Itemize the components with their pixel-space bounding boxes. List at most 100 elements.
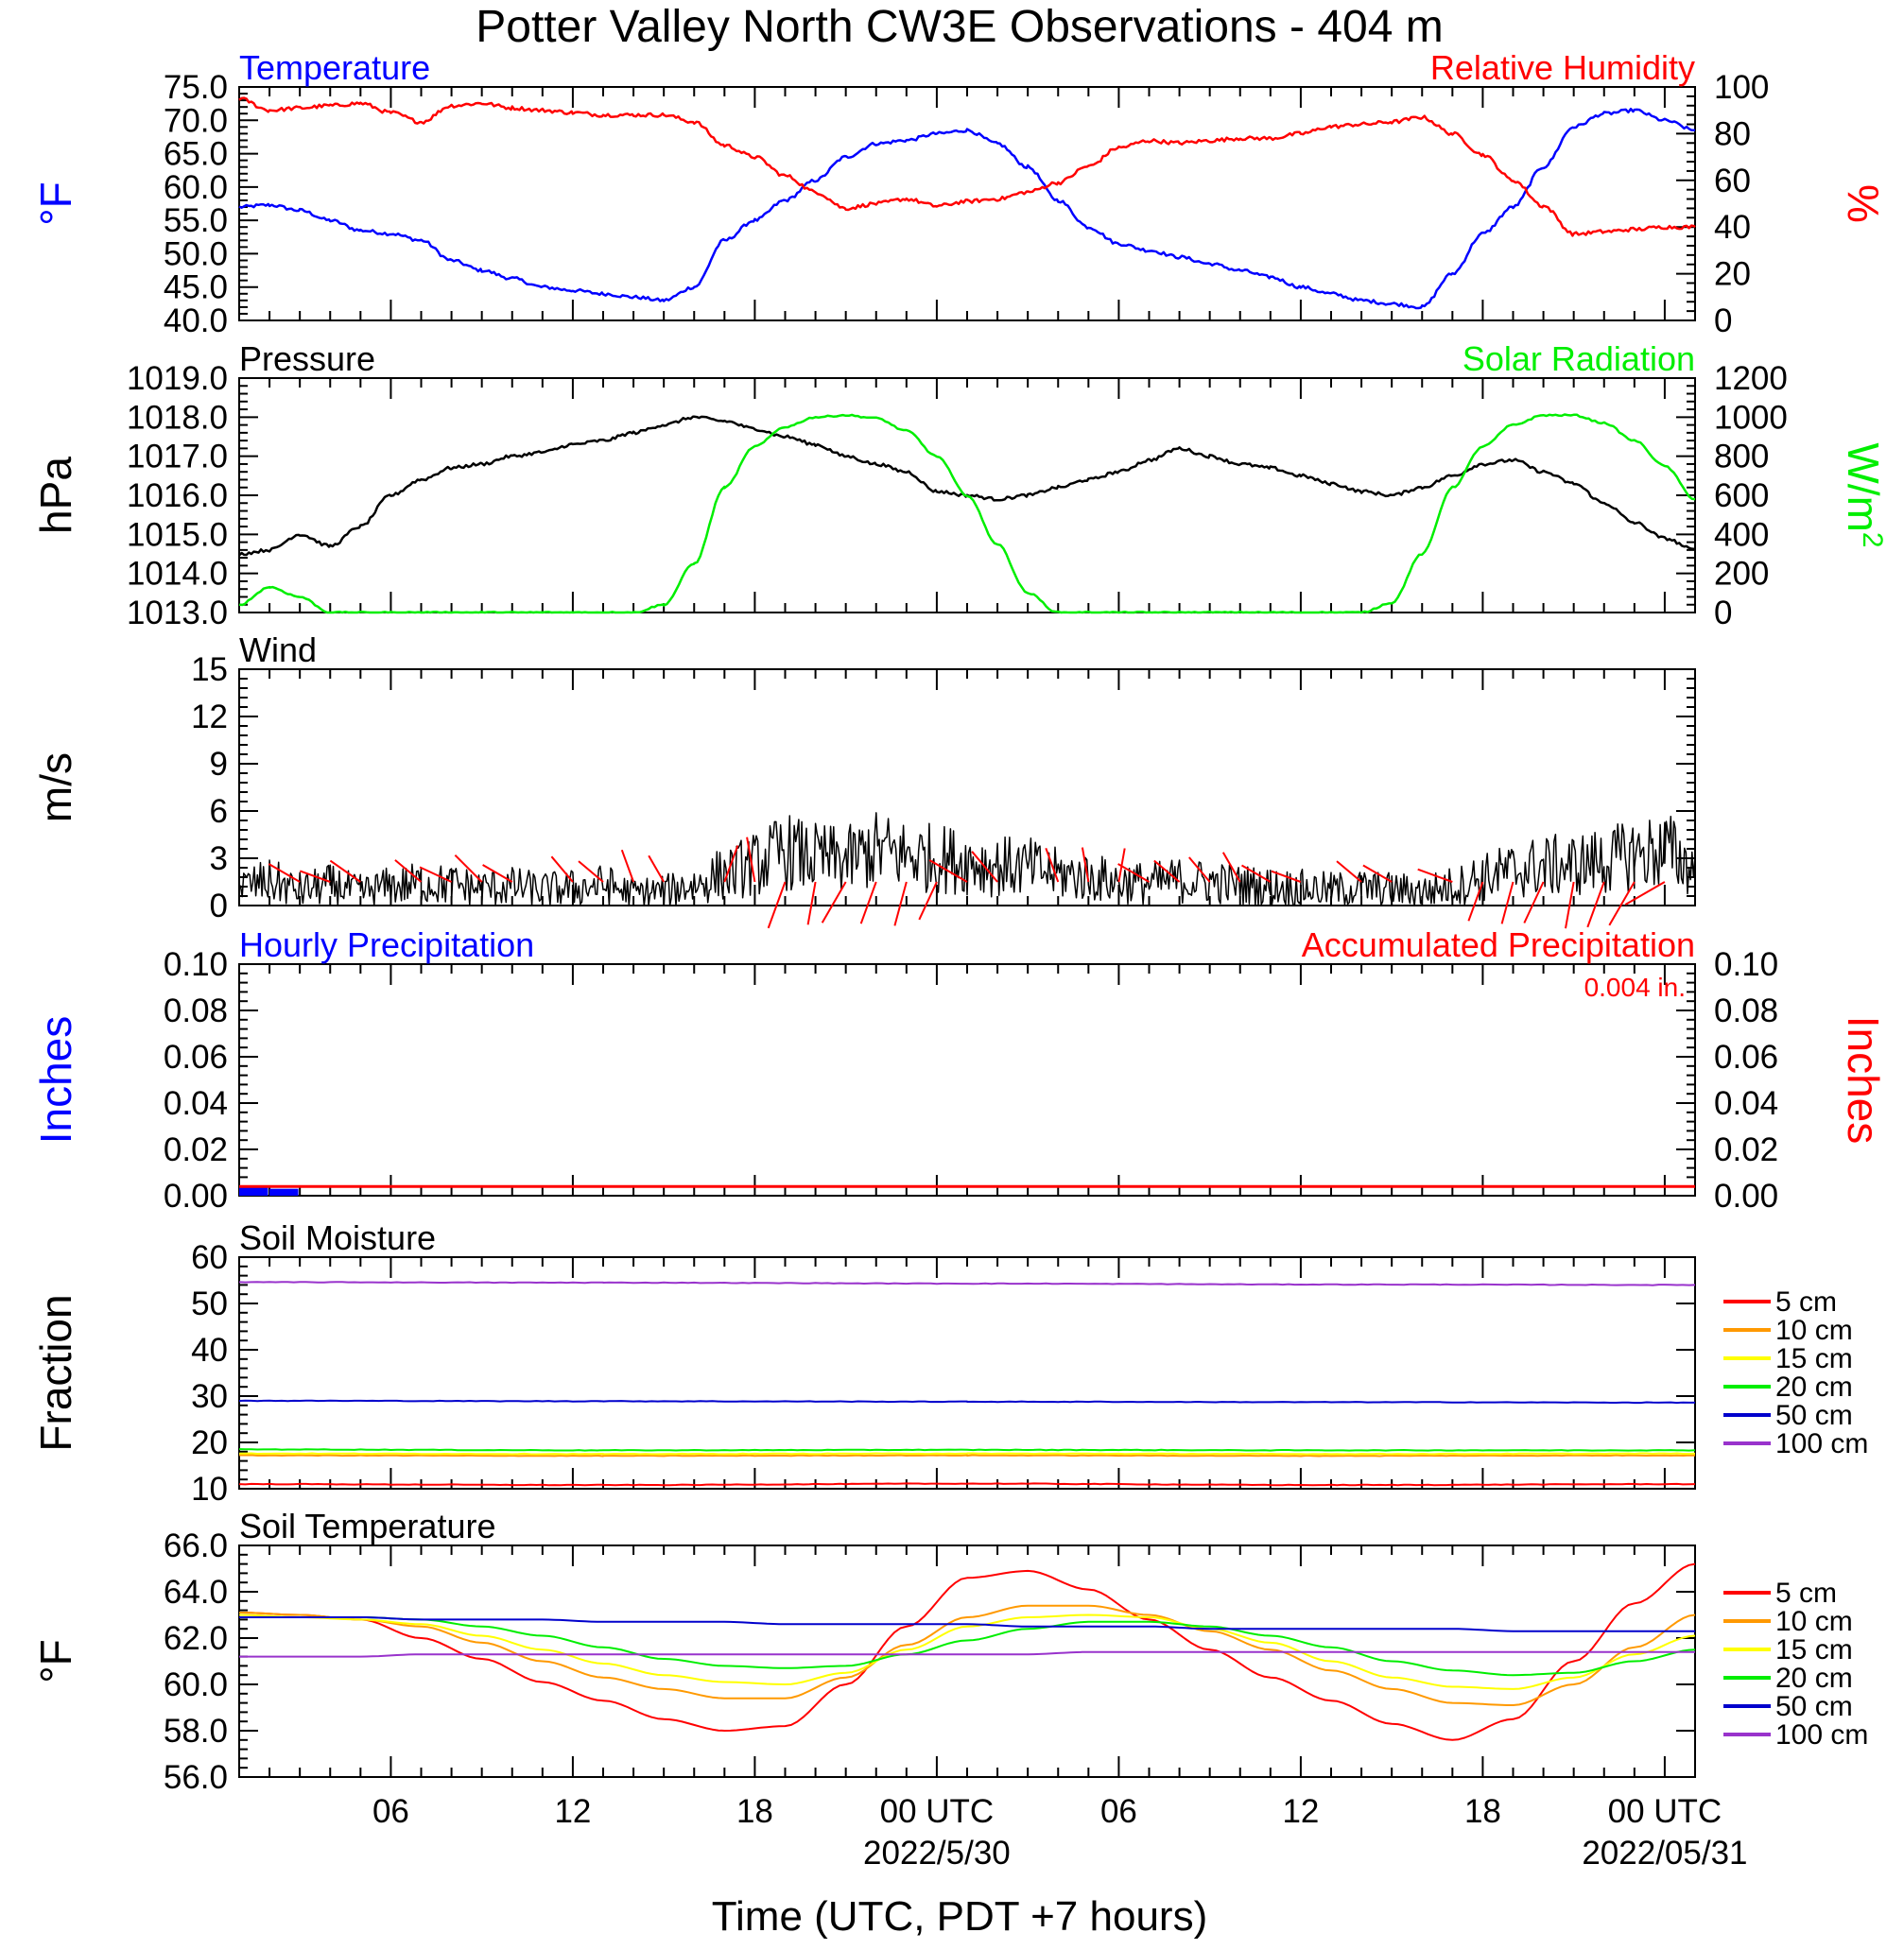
wind-barb — [1565, 881, 1575, 929]
soil-moisture-legend-label: 5 cm — [1775, 1286, 1837, 1318]
soil-moisture-unit-label: Fraction — [31, 1294, 80, 1451]
soil-temperature-unit-label: °F — [31, 1639, 80, 1683]
wind-barb — [394, 859, 423, 883]
wind-barb — [578, 860, 604, 883]
y-tick-label: 0.08 — [164, 992, 228, 1029]
wind-barb — [1271, 870, 1302, 883]
y-tick-label: 0.08 — [1714, 992, 1778, 1029]
soil-temperature-legend-label: 20 cm — [1775, 1663, 1853, 1694]
y-tick-label: 60.0 — [164, 169, 228, 206]
hourly-precip-unit-label: Inches — [31, 1016, 80, 1145]
wind-speed-series-line — [238, 812, 1696, 906]
soil-temperature-10cm-line — [238, 1604, 1696, 1706]
wind-barb — [329, 859, 361, 883]
soil-temperature-legend-label: 5 cm — [1775, 1578, 1837, 1609]
y-tick-label: 0.06 — [1714, 1039, 1778, 1076]
relative-humidity-title: Relative Humidity — [1430, 48, 1695, 87]
wind-barb — [1188, 856, 1211, 883]
y-tick-label: 9 — [210, 746, 228, 783]
y-tick-label: 15 — [191, 651, 228, 688]
pressure-title: Pressure — [239, 339, 375, 378]
y-tick-label: 12 — [191, 699, 228, 735]
soil-temperature-50cm-line — [239, 1616, 1695, 1632]
soil-temperature-legend-label: 100 cm — [1775, 1719, 1868, 1751]
y-tick-label: 40 — [191, 1332, 228, 1369]
soil-moisture-legend-label: 10 cm — [1775, 1315, 1853, 1346]
soil-temperature-panel: 66.0 64.0 62.0 60.0 58.0 56.0 Soil Temperature… — [31, 1507, 1868, 1796]
y-tick-label: 0.06 — [164, 1039, 228, 1076]
hourly-precip-bar — [239, 1186, 268, 1196]
wind-barb — [893, 881, 908, 926]
y-tick-label: 0.04 — [1714, 1085, 1778, 1122]
soil-temperature-20cm-line — [239, 1616, 1696, 1677]
y-tick-label: 40 — [1714, 209, 1751, 246]
time-tick-label: 00 UTC — [880, 1793, 995, 1830]
y-tick-label: 40.0 — [164, 302, 228, 339]
temperature-rh-panel: 75.070.065.060.055.050.045.040.0 100 80 60 4… — [31, 48, 1888, 339]
temperature-title: Temperature — [239, 48, 430, 87]
precipitation-panel: 0.10 0.08 0.06 0.04 0.02 0.00 0.10 0.08 0.06 0.04… — [31, 925, 1888, 1215]
y-tick-label: 66.0 — [164, 1527, 228, 1564]
wind-barb — [1362, 864, 1393, 883]
time-tick-label: 06 — [1100, 1793, 1137, 1830]
accum-precip-unit-label: Inches — [1839, 1016, 1888, 1145]
soil-moisture-10cm-line — [239, 1454, 1696, 1458]
y-tick-label: 20 — [1714, 256, 1751, 293]
y-tick-label: 1016.0 — [127, 477, 228, 514]
y-tick-label: 0.00 — [164, 1178, 228, 1215]
y-tick-label: 1200 — [1714, 360, 1788, 397]
wind-barb — [806, 881, 817, 925]
wind-barb — [1467, 881, 1484, 922]
soil-temperature-5cm-line — [238, 1562, 1696, 1741]
time-tick-label: 12 — [1282, 1793, 1319, 1830]
wind-barb — [268, 863, 301, 883]
wind-barb — [1153, 859, 1181, 883]
soil-moisture-title: Soil Moisture — [239, 1218, 436, 1257]
wind-barb — [1624, 881, 1666, 906]
wind-barb — [419, 866, 453, 883]
y-tick-label: 10 — [191, 1471, 228, 1508]
y-tick-label: 45.0 — [164, 269, 228, 306]
time-axis-labels: 06 12 18 00 UTC 06 12 18 00 UTC 2022/5/30 2022/05… — [372, 1793, 1748, 1872]
soil-moisture-panel: 60 50 40 30 20 10 Soil Moisture Fraction 5 cm10 … — [31, 1218, 1868, 1508]
soil-moisture-50cm-line — [238, 1399, 1695, 1405]
wind-barb — [1500, 881, 1515, 924]
soil-temperature-legend-label: 50 cm — [1775, 1691, 1853, 1722]
wind-barb — [1081, 847, 1090, 883]
wind-barb — [1586, 881, 1605, 928]
wind-barb — [1241, 864, 1272, 883]
relative-humidity-series-line — [238, 96, 1696, 237]
wind-barb — [723, 845, 739, 883]
wind-barb — [482, 864, 513, 883]
soil-moisture-20cm-line — [238, 1448, 1696, 1452]
y-tick-label: 64.0 — [164, 1574, 228, 1611]
y-tick-label: 0.10 — [164, 946, 228, 983]
humidity-unit-label: % — [1839, 184, 1888, 223]
accumulated-total-label: 0.004 in. — [1584, 973, 1686, 1002]
y-tick-label: 6 — [210, 793, 228, 830]
y-tick-label: 0.02 — [164, 1131, 228, 1168]
panel-1-frame — [238, 86, 1696, 321]
y-tick-label: 60 — [191, 1239, 228, 1276]
wind-barb — [821, 881, 847, 923]
y-tick-label: 1000 — [1714, 399, 1788, 436]
y-tick-label: 0.04 — [164, 1085, 228, 1122]
y-tick-label: 0 — [210, 888, 228, 924]
panel-4-frame — [238, 963, 1696, 1197]
temperature-series-line — [238, 107, 1696, 310]
pressure-solar-panel: 1019.01018.01017.01016.01015.01014.01013… — [31, 339, 1889, 631]
soil-moisture-15cm-line — [239, 1452, 1696, 1456]
y-tick-label: 600 — [1714, 477, 1769, 514]
soil-temperature-15cm-line — [238, 1613, 1696, 1690]
time-tick-label: 12 — [554, 1793, 591, 1830]
y-tick-label: 65.0 — [164, 136, 228, 173]
wind-barb — [620, 849, 635, 883]
y-tick-label: 80 — [1714, 115, 1751, 152]
y-tick-label: 1017.0 — [127, 439, 228, 475]
date-label: 2022/5/30 — [863, 1835, 1011, 1872]
solar-unit-label-superscript: 2 — [1858, 532, 1889, 548]
y-tick-label: 60.0 — [164, 1666, 228, 1703]
wind-barb — [746, 837, 756, 883]
